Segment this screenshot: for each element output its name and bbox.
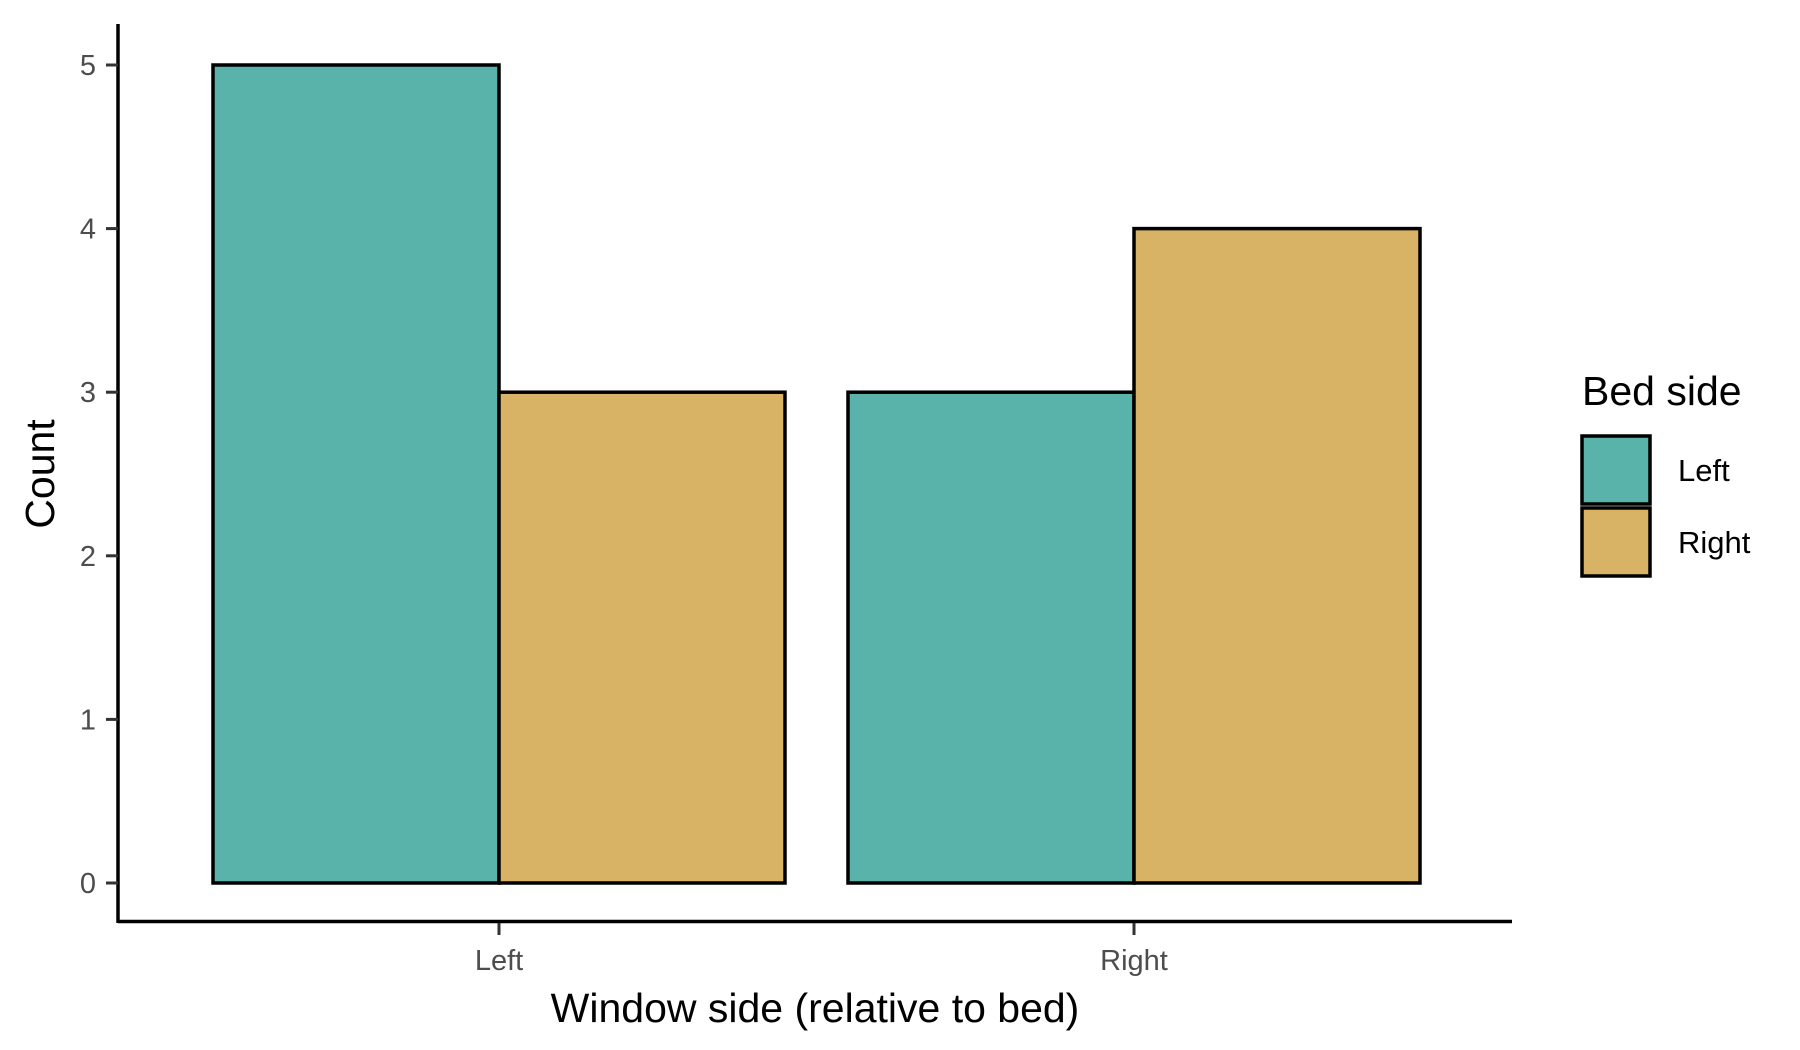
bar-left-right — [497, 390, 787, 885]
bar-right-left — [846, 390, 1136, 885]
bars-layer — [211, 63, 1422, 885]
y-tick-label: 5 — [80, 50, 96, 82]
y-tick-label: 3 — [80, 377, 96, 409]
y-tick-label: 0 — [80, 868, 96, 900]
y-axis-title: Count — [17, 419, 63, 529]
y-tick-label: 4 — [80, 214, 96, 246]
bar-left-left — [211, 63, 501, 885]
legend: Bed side Left Right — [1580, 368, 1751, 578]
y-tick-label: 2 — [80, 541, 96, 573]
legend-key-right — [1580, 506, 1652, 578]
bar-right-right — [1132, 226, 1422, 885]
legend-title: Bed side — [1582, 368, 1742, 414]
legend-label-right: Right — [1678, 525, 1751, 560]
x-ticks: Left Right — [475, 923, 1168, 977]
y-ticks: 0 1 2 3 4 5 — [80, 50, 118, 900]
x-tick-label-right: Right — [1100, 945, 1168, 977]
y-tick-label: 1 — [80, 704, 96, 736]
x-tick-label-left: Left — [475, 945, 523, 977]
x-axis-title: Window side (relative to bed) — [551, 985, 1080, 1031]
legend-label-left: Left — [1678, 453, 1730, 488]
legend-key-left — [1580, 434, 1652, 506]
